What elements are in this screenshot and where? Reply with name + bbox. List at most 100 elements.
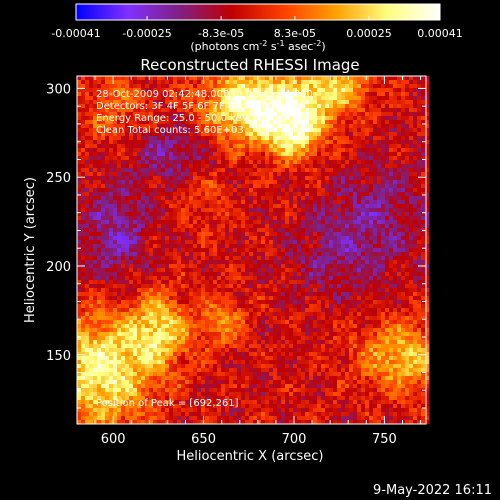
heatmap-cell xyxy=(141,276,146,281)
heatmap-cell xyxy=(273,160,278,165)
heatmap-cell xyxy=(209,92,214,97)
heatmap-cell xyxy=(381,220,386,225)
heatmap-cell xyxy=(113,92,118,97)
heatmap-cell xyxy=(93,232,98,237)
heatmap-cell xyxy=(321,132,326,137)
heatmap-cell xyxy=(129,184,134,189)
heatmap-cell xyxy=(405,176,410,181)
heatmap-cell xyxy=(269,232,274,237)
heatmap-cell xyxy=(121,244,126,249)
heatmap-cell xyxy=(293,100,298,105)
heatmap-cell xyxy=(109,128,114,133)
heatmap-cell xyxy=(217,104,222,109)
heatmap-cell xyxy=(177,128,182,133)
heatmap-cell xyxy=(333,240,338,245)
heatmap-cell xyxy=(381,108,386,113)
heatmap-cell xyxy=(321,176,326,181)
heatmap-cell xyxy=(237,160,242,165)
heatmap-cell xyxy=(369,176,374,181)
heatmap-cell xyxy=(81,188,86,193)
heatmap-cell xyxy=(205,76,210,81)
heatmap-cell xyxy=(277,132,282,137)
heatmap-cell xyxy=(365,280,370,285)
heatmap-cell xyxy=(149,216,154,221)
heatmap-cell xyxy=(149,80,154,85)
heatmap-cell xyxy=(81,124,86,129)
heatmap-cell xyxy=(361,292,366,297)
heatmap-cell xyxy=(257,160,262,165)
heatmap-cell xyxy=(133,240,138,245)
heatmap-cell xyxy=(161,116,166,121)
heatmap-cell xyxy=(277,272,282,277)
heatmap-cell xyxy=(141,292,146,297)
heatmap-cell xyxy=(313,180,318,185)
heatmap-cell xyxy=(185,220,190,225)
heatmap-cell xyxy=(321,244,326,249)
heatmap-cell xyxy=(417,252,422,257)
heatmap-cell xyxy=(129,256,134,261)
heatmap-cell xyxy=(325,92,330,97)
heatmap-cell xyxy=(389,192,394,197)
heatmap-cell xyxy=(425,112,430,117)
heatmap-cell xyxy=(197,124,202,129)
heatmap-cell xyxy=(237,260,242,265)
heatmap-cell xyxy=(197,212,202,217)
heatmap-cell xyxy=(173,156,178,161)
heatmap-cell xyxy=(249,280,254,285)
heatmap-cell xyxy=(141,104,146,109)
heatmap-cell xyxy=(405,156,410,161)
heatmap-cell xyxy=(129,132,134,137)
heatmap-cell xyxy=(193,96,198,101)
heatmap-cell xyxy=(221,140,226,145)
heatmap-cell xyxy=(241,76,246,81)
heatmap-cell xyxy=(245,284,250,289)
heatmap-cell xyxy=(229,180,234,185)
heatmap-cell xyxy=(177,264,182,269)
heatmap-cell xyxy=(281,96,286,101)
heatmap-cell xyxy=(177,84,182,89)
heatmap-cell xyxy=(117,208,122,213)
heatmap-cell xyxy=(285,196,290,201)
heatmap-cell xyxy=(349,216,354,221)
heatmap-cell xyxy=(221,272,226,277)
heatmap-cell xyxy=(97,164,102,169)
heatmap-cell xyxy=(117,284,122,289)
heatmap-cell xyxy=(381,92,386,97)
heatmap-cell xyxy=(81,272,86,277)
heatmap-cell xyxy=(93,216,98,221)
heatmap-cell xyxy=(293,84,298,89)
heatmap-cell xyxy=(217,232,222,237)
heatmap-cell xyxy=(341,176,346,181)
heatmap-cell xyxy=(149,184,154,189)
colorbar-tick-label: 0.00041 xyxy=(417,27,463,40)
heatmap-cell xyxy=(125,160,130,165)
heatmap-cell xyxy=(341,252,346,257)
heatmap-cell xyxy=(225,96,230,101)
heatmap-cell xyxy=(197,288,202,293)
heatmap-cell xyxy=(385,228,390,233)
heatmap-cell xyxy=(149,156,154,161)
heatmap-cell xyxy=(381,260,386,265)
heatmap-cell xyxy=(297,112,302,117)
heatmap-cell xyxy=(269,132,274,137)
heatmap-cell xyxy=(137,212,142,217)
heatmap-cell xyxy=(265,120,270,125)
heatmap-cell xyxy=(193,76,198,81)
heatmap-cell xyxy=(81,236,86,241)
heatmap-cell xyxy=(389,280,394,285)
heatmap-cell xyxy=(101,180,106,185)
heatmap-cell xyxy=(225,268,230,273)
heatmap-cell xyxy=(273,200,278,205)
heatmap-cell xyxy=(153,156,158,161)
heatmap-cell xyxy=(257,132,262,137)
heatmap-cell xyxy=(77,148,82,153)
heatmap-cell xyxy=(277,160,282,165)
heatmap-cell xyxy=(101,268,106,273)
heatmap-cell xyxy=(341,104,346,109)
heatmap-cell xyxy=(225,200,230,205)
heatmap-cell xyxy=(177,288,182,293)
heatmap-cell xyxy=(345,104,350,109)
heatmap-cell xyxy=(393,228,398,233)
heatmap-cell xyxy=(269,296,274,301)
heatmap-cell xyxy=(325,156,330,161)
